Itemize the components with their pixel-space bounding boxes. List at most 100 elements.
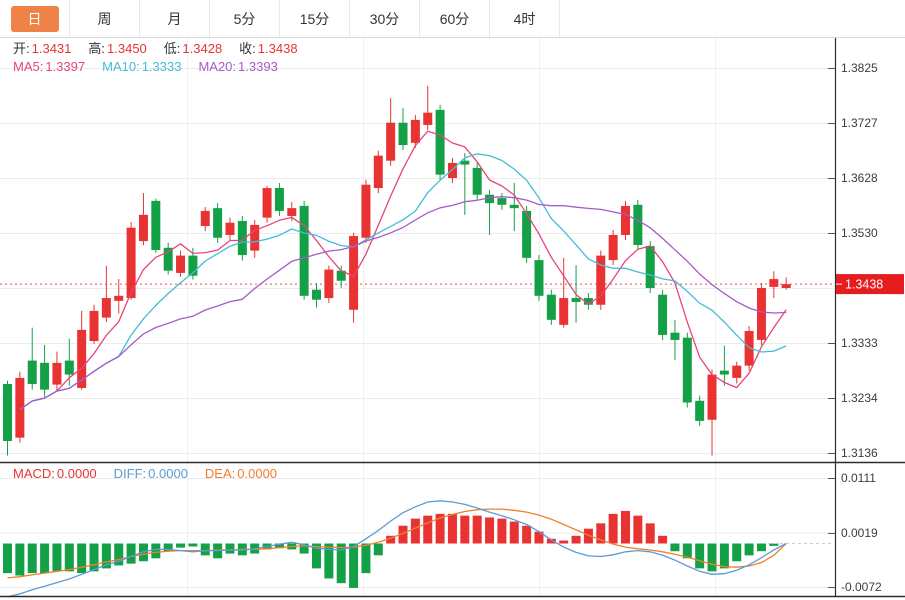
candle-body	[658, 294, 668, 335]
legend-label: MA20:	[198, 59, 237, 74]
macd-bar	[77, 543, 87, 574]
macd-bar	[435, 513, 445, 544]
candle-body	[237, 220, 247, 256]
candle-body	[126, 227, 136, 299]
macd-bar	[608, 513, 618, 544]
tab-interval-6[interactable]: 30分	[350, 0, 420, 37]
axis-label: -0.0072	[841, 580, 882, 594]
candle-body	[386, 122, 396, 161]
candle-body	[435, 109, 445, 175]
candle-body	[361, 184, 371, 238]
candle-body	[485, 194, 495, 204]
macd-bar	[312, 543, 321, 569]
macd-legend-item: DEA: 0.0000	[205, 466, 277, 482]
ma-legend: MA5: 1.3397 MA10: 1.3333 MA20: 1.3393	[13, 59, 278, 75]
candle-body	[546, 294, 556, 320]
legend-value: 0.0000	[56, 466, 97, 481]
candle-body	[299, 205, 309, 296]
tab-label: 日	[10, 5, 59, 32]
ma-legend-item: MA20: 1.3393	[198, 59, 277, 75]
tab-interval-1[interactable]: 日	[0, 0, 70, 37]
candle-body	[559, 298, 569, 325]
axis-label: 1.3234	[841, 391, 878, 405]
legend-label: 低:	[163, 41, 181, 56]
legend-value: 0.0000	[237, 466, 278, 481]
candle-body	[410, 119, 420, 143]
macd-bar	[670, 543, 680, 552]
candle-body	[101, 298, 111, 318]
macd-bar	[534, 531, 544, 544]
tab-interval-2[interactable]: 周	[70, 0, 140, 37]
macd-bar	[188, 543, 198, 547]
macd-bar	[658, 535, 668, 544]
candle-body	[645, 246, 655, 288]
candle-body	[312, 289, 321, 300]
macd-bar	[559, 540, 569, 544]
candle-body	[534, 260, 544, 296]
macd-bar	[497, 518, 507, 544]
tab-interval-7[interactable]: 60分	[420, 0, 490, 37]
candle-body	[670, 332, 680, 340]
tab-interval-4[interactable]: 5分	[210, 0, 280, 37]
candle-body	[40, 362, 50, 390]
ohlc-legend-item: 高: 1.3450	[88, 41, 146, 57]
macd-bar	[410, 518, 420, 544]
candle-body	[682, 337, 692, 403]
candle-body	[423, 112, 433, 125]
axis-label: 1.3825	[841, 61, 878, 75]
macd-bar	[299, 543, 309, 554]
macd-bar	[707, 543, 717, 572]
legend-label: MACD:	[13, 466, 55, 481]
macd-bar	[583, 528, 593, 544]
tab-label: 4时	[513, 10, 536, 27]
macd-bar	[40, 543, 50, 574]
candle-body	[719, 370, 729, 375]
macd-bar	[114, 543, 124, 566]
legend-value: 1.3333	[141, 59, 182, 74]
macd-bar	[485, 517, 495, 544]
candle-body	[695, 400, 705, 421]
axis-label: 1.3136	[841, 446, 878, 460]
macd-bar	[3, 543, 12, 574]
candle-body	[64, 360, 74, 375]
tab-interval-5[interactable]: 15分	[280, 0, 350, 37]
diff-line	[7, 500, 787, 598]
macd-bar	[522, 525, 532, 544]
candle-body	[336, 270, 346, 281]
ma20-line	[19, 196, 787, 411]
candle-body	[3, 384, 12, 442]
candle-body	[608, 234, 618, 261]
macd-bar	[621, 510, 630, 544]
legend-label: 开:	[13, 41, 30, 56]
macd-bar	[336, 543, 346, 584]
tab-label: 60分	[439, 10, 470, 27]
macd-bar	[64, 543, 74, 572]
tab-interval-8[interactable]: 4时	[490, 0, 560, 37]
candle-body	[509, 204, 519, 209]
axis-label: 1.3530	[841, 226, 878, 240]
legend-label: DEA:	[204, 466, 236, 481]
candle-body	[77, 329, 87, 388]
candle-body	[324, 269, 334, 299]
macd-bar	[546, 538, 556, 544]
legend-value: 1.3428	[182, 41, 223, 56]
macd-bar	[744, 543, 754, 556]
legend-value: 1.3431	[31, 41, 72, 56]
macd-bar	[163, 543, 173, 552]
legend-label: 收:	[239, 41, 256, 56]
current-price-badge	[836, 274, 904, 295]
candle-body	[633, 204, 643, 246]
candle-body	[188, 255, 198, 276]
macd-bar	[509, 521, 519, 544]
ma-legend-item: MA10: 1.3333	[102, 59, 181, 75]
candle-body	[225, 222, 235, 235]
tab-interval-3[interactable]: 月	[140, 0, 210, 37]
macd-bar	[719, 543, 729, 569]
candle-body	[176, 255, 186, 273]
candle-body	[138, 214, 148, 242]
candle-body	[114, 295, 124, 301]
candle-body	[583, 298, 593, 305]
tab-label: 15分	[299, 10, 330, 27]
